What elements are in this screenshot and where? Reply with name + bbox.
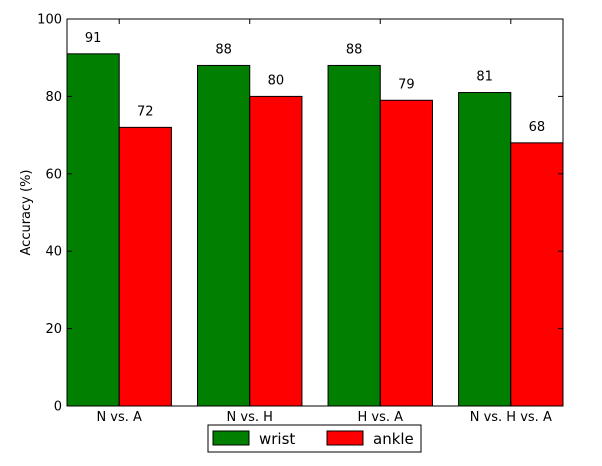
legend: wrist ankle xyxy=(207,424,422,453)
data-label-ankle-3: 68 xyxy=(529,120,546,135)
bar-ankle-0 xyxy=(118,126,172,407)
bar-wrist-2 xyxy=(327,64,381,407)
data-label-ankle-1: 80 xyxy=(268,73,285,88)
data-label-wrist-0: 91 xyxy=(85,31,102,46)
y-tick-label: 40 xyxy=(45,245,62,260)
legend-swatch-ankle xyxy=(326,430,364,446)
x-tick-label: N vs. H xyxy=(227,410,273,425)
bar-ankle-1 xyxy=(249,95,303,407)
data-labels-layer: 91 88 88 81 72 80 79 68 xyxy=(85,31,545,135)
y-axis: 0 20 40 60 80 100 xyxy=(37,13,563,415)
bar-wrist-0 xyxy=(66,53,120,407)
y-tick-label: 20 xyxy=(45,322,62,337)
data-label-wrist-2: 88 xyxy=(346,42,363,57)
bar-wrist-3 xyxy=(458,92,512,407)
y-tick-label: 60 xyxy=(45,167,62,182)
x-tick-label: N vs. A xyxy=(96,410,142,425)
legend-label-wrist: wrist xyxy=(259,430,295,448)
y-axis-label: Accuracy (%) xyxy=(19,170,34,256)
data-label-ankle-2: 79 xyxy=(398,77,415,92)
data-label-ankle-0: 72 xyxy=(137,104,154,119)
x-tick-label: H vs. A xyxy=(357,410,403,425)
bars-layer xyxy=(66,53,564,407)
legend-swatch-wrist xyxy=(212,430,250,446)
y-tick-label: 0 xyxy=(54,400,62,415)
data-label-wrist-3: 81 xyxy=(476,70,493,85)
bar-wrist-1 xyxy=(197,64,251,407)
legend-label-ankle: ankle xyxy=(373,430,414,448)
bar-ankle-2 xyxy=(379,99,433,407)
x-axis: N vs. A N vs. H H vs. A N vs. H vs. A xyxy=(96,19,552,425)
plot-frame xyxy=(66,18,564,407)
x-tick-label: N vs. H vs. A xyxy=(470,410,552,425)
data-label-wrist-1: 88 xyxy=(215,42,232,57)
y-tick-label: 80 xyxy=(45,90,62,105)
bar-ankle-3 xyxy=(510,142,564,407)
y-tick-label: 100 xyxy=(37,13,62,28)
